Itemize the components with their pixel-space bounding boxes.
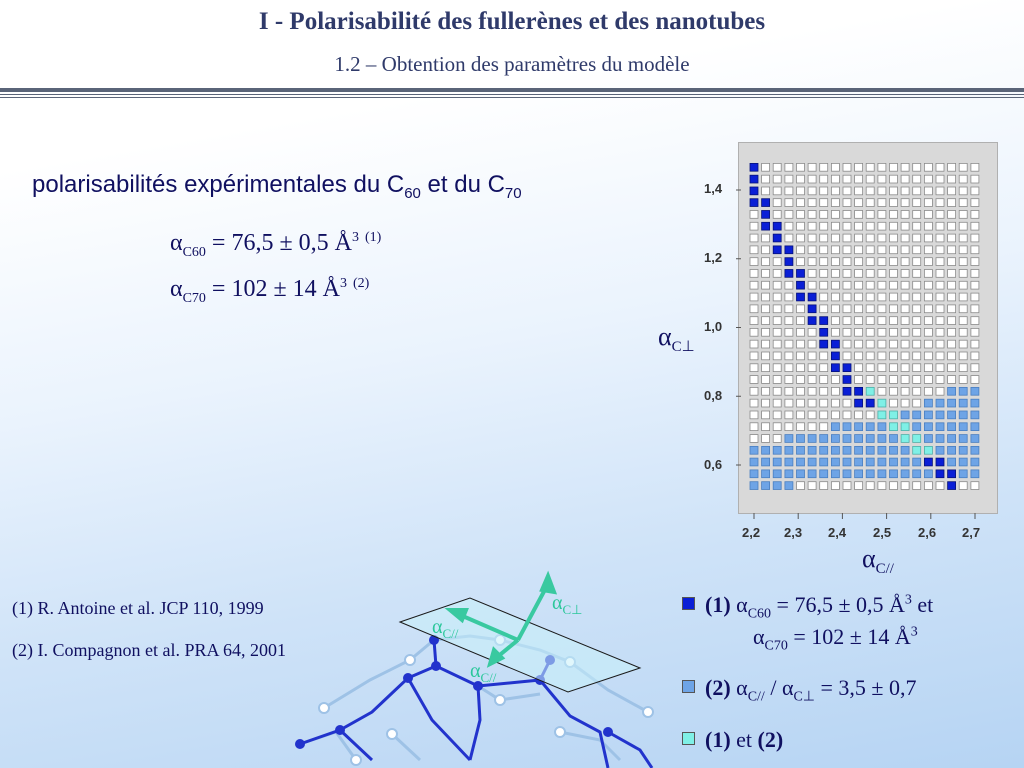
header-rule-thick xyxy=(0,88,1024,92)
y-tick-label: 0,6 xyxy=(704,457,723,472)
y-axis-label: αC⊥ xyxy=(658,322,695,356)
x-tick-label: 2,3 xyxy=(784,525,803,540)
chart-frame xyxy=(738,142,998,514)
molecule-label-perp: αC⊥ xyxy=(552,592,583,617)
reference-2: (2) I. Compagnon et al. PRA 64, 2001 xyxy=(12,640,286,660)
y-tick-label: 1,4 xyxy=(704,181,723,196)
y-tick-label: 1,2 xyxy=(704,250,723,265)
x-axis-label: αC// xyxy=(862,544,894,578)
legend-swatch xyxy=(682,597,695,611)
header-rule-thin-1 xyxy=(0,94,1024,95)
legend-row-3: (1) et (2) xyxy=(682,727,783,753)
section-heading: polarisabilités expérimentales du C60 et… xyxy=(32,171,522,202)
reference-1: (1) R. Antoine et al. JCP 110, 1999 xyxy=(12,598,264,618)
slide-subtitle: 1.2 – Obtention des paramètres du modèle xyxy=(334,52,690,76)
y-tick-label: 1,0 xyxy=(704,319,723,334)
x-tick-label: 2,2 xyxy=(742,525,761,540)
x-tick-label: 2,6 xyxy=(918,525,937,540)
formula-c70: αC70 = 102 ± 14 Å3 (2) xyxy=(170,276,370,306)
slide-title: I - Polarisabilité des fullerènes et des… xyxy=(258,8,766,35)
tangent-plane xyxy=(398,597,642,693)
header-rule-thin-2 xyxy=(0,97,1024,98)
x-tick-label: 2,5 xyxy=(873,525,892,540)
formula-c60: αC60 = 76,5 ± 0,5 Å3 (1) xyxy=(170,230,382,260)
legend-row-1b: αC70 = 102 ± 14 Å3 xyxy=(753,624,918,654)
x-tick-label: 2,7 xyxy=(962,525,981,540)
legend-row-1: (1) αC60 = 76,5 ± 0,5 Å3 et xyxy=(682,592,933,622)
legend-swatch xyxy=(682,680,695,694)
x-tick-label: 2,4 xyxy=(828,525,847,540)
legend-swatch xyxy=(682,732,695,746)
y-tick-label: 0,8 xyxy=(704,388,723,403)
molecule-label-par-1: αC// xyxy=(432,616,459,641)
legend-row-2: (2) αC// / αC⊥ = 3,5 ± 0,7 xyxy=(682,675,917,705)
molecule-label-par-2: αC// xyxy=(470,660,497,685)
